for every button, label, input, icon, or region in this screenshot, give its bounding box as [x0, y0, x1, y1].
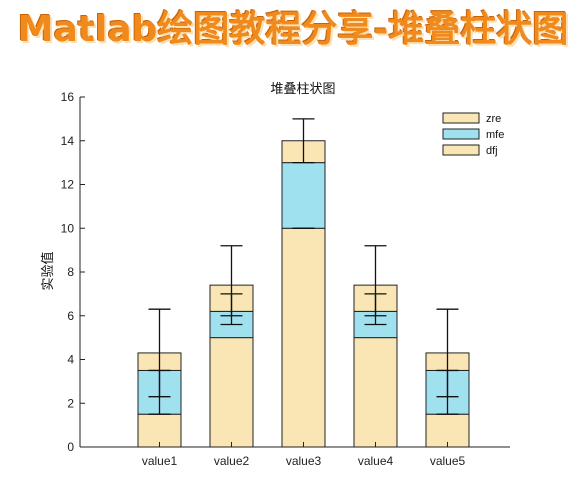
legend-label-mfe: mfe — [486, 129, 504, 141]
bar-dfj-value3 — [281, 227, 326, 448]
bar-dfj-value1 — [137, 413, 182, 448]
y-axis-title: 实验值 — [40, 251, 56, 290]
x-tick-label-value4: value4 — [358, 454, 394, 468]
legend-swatch-mfe — [442, 128, 480, 140]
legend-label-dfj: dfj — [486, 145, 498, 157]
y-tick-label-16: 16 — [61, 90, 75, 104]
legend-swatch-zre — [442, 112, 480, 124]
y-tick-label-8: 8 — [67, 265, 74, 279]
legend: zre mfe dfj — [442, 112, 504, 157]
x-tick-label-value2: value2 — [214, 454, 250, 468]
x-tick-label-value3: value3 — [286, 454, 322, 468]
bar-mfe-value3 — [281, 162, 326, 229]
y-tick-label-4: 4 — [67, 353, 74, 367]
y-tick-label-6: 6 — [67, 309, 74, 323]
bars-group — [137, 140, 470, 448]
legend-label-zre: zre — [486, 113, 501, 125]
y-tick-label-14: 14 — [61, 134, 75, 148]
banner-title: Matlab绘图教程分享-堆叠柱状图 — [17, 9, 569, 50]
legend-swatch-dfj — [442, 144, 480, 156]
x-tick-label-value1: value1 — [142, 454, 178, 468]
y-tick-label-12: 12 — [61, 178, 75, 192]
bar-dfj-value4 — [353, 337, 398, 448]
bar-dfj-value2 — [209, 337, 254, 448]
y-tick-label-10: 10 — [61, 221, 75, 235]
axes-group: 0 2 4 6 8 10 12 14 16 value1 value2 value3 value4 val… — [61, 90, 510, 468]
y-tick-label-0: 0 — [67, 440, 74, 454]
error-bars-group — [148, 118, 459, 415]
y-tick-label-2: 2 — [67, 396, 74, 410]
x-tick-label-value5: value5 — [430, 454, 466, 468]
chart-title: 堆叠柱状图 — [270, 82, 335, 97]
